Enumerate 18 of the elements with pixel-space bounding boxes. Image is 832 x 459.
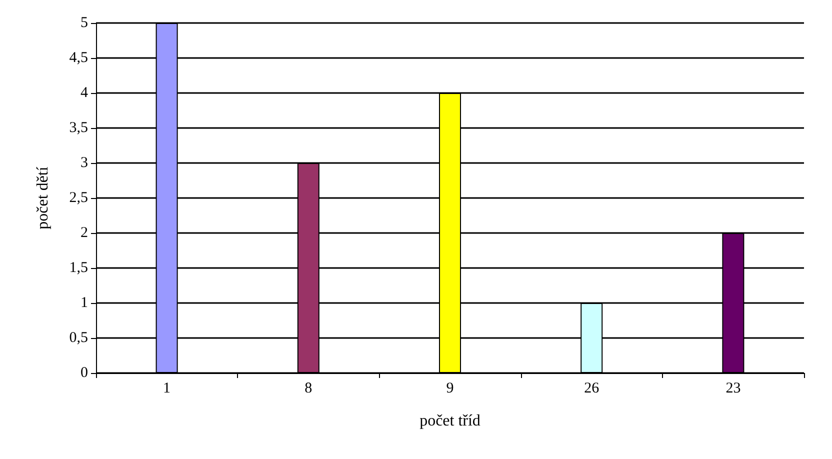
y-tick-label: 2,5: [69, 190, 88, 206]
x-tick-label: 8: [304, 380, 312, 396]
y-axis-title: počet dětí: [34, 166, 52, 230]
y-tick-label: 0,5: [69, 330, 88, 346]
y-tick-label: 2: [80, 225, 88, 241]
x-tick-label: 9: [446, 380, 454, 396]
y-tick-label: 4: [80, 85, 88, 101]
x-tick-label: 1: [163, 380, 171, 396]
x-tick-label: 23: [726, 380, 741, 396]
x-tick-label: 26: [584, 380, 600, 396]
y-tick-label: 1,5: [69, 260, 88, 276]
y-tick-label: 0: [80, 365, 88, 381]
y-tick-label: 3,5: [69, 120, 88, 136]
y-tick-label: 5: [80, 15, 88, 31]
y-tick-label: 1: [80, 295, 88, 311]
y-tick-label: 3: [80, 155, 88, 171]
x-axis-title: počet tříd: [420, 412, 480, 430]
y-tick-label: 4,5: [69, 50, 88, 66]
